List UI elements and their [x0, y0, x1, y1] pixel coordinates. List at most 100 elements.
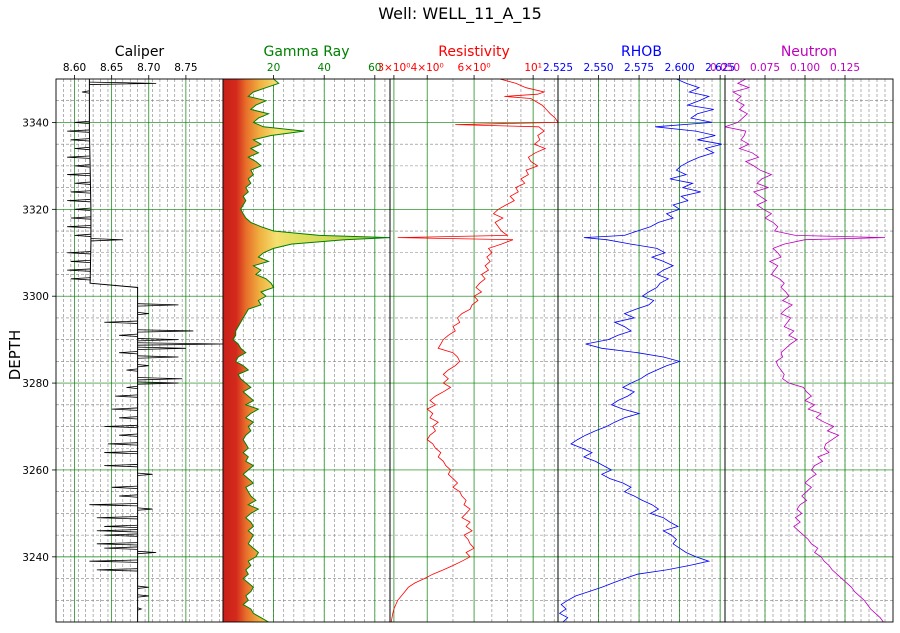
caliper-spike-44 [137, 472, 153, 476]
gamma-tick-label-0: 20 [267, 62, 280, 74]
caliper-minor-grid [56, 79, 223, 622]
gamma-series [223, 79, 390, 622]
caliper-spike-53 [96, 542, 138, 546]
depth-axis: 3240 3260 3280 3300 3320 3340 [22, 117, 56, 564]
caliper-spike-31 [137, 364, 149, 368]
caliper-spike-46 [119, 494, 138, 498]
caliper-spike-32 [126, 368, 138, 372]
caliper-spike-0 [89, 81, 157, 85]
depth-tick-label-2: 3280 [22, 378, 49, 390]
neutron-title: Neutron [781, 44, 837, 60]
caliper-spike-40 [119, 433, 138, 437]
neutron-tick-label-2: 0.100 [790, 62, 820, 74]
resistivity-tick-label-2: 6×10⁰ [458, 62, 491, 74]
track-neutron: 0.050 0.075 0.100 0.125 Neutron [710, 44, 894, 623]
neutron-series [725, 79, 886, 622]
caliper-spike-50 [104, 524, 138, 529]
neutron-x-ticks: 0.050 0.075 0.100 0.125 [710, 62, 860, 79]
caliper-spike-26 [137, 338, 179, 342]
caliper-spike-57 [96, 568, 138, 572]
caliper-spike-45 [111, 485, 138, 489]
caliper-spike-21 [137, 303, 179, 307]
depth-tick-label-0: 3240 [22, 552, 49, 564]
caliper-spike-6 [67, 155, 90, 159]
gamma-curve [232, 79, 390, 622]
caliper-spike-2 [74, 120, 90, 125]
caliper-spike-25 [119, 333, 138, 337]
caliper-spike-41 [107, 442, 138, 446]
caliper-spike-42 [104, 450, 138, 455]
caliper-spike-5 [74, 146, 90, 151]
caliper-spike-11 [67, 199, 91, 203]
caliper-curve [88, 79, 139, 622]
rhob-title: RHOB [621, 44, 662, 60]
caliper-tick-label-2: 8.70 [137, 62, 160, 74]
caliper-spike-20 [70, 277, 91, 281]
gamma-title: Gamma Ray [263, 44, 349, 60]
depth-tick-label-1: 3260 [22, 465, 49, 477]
rhob-tick-label-4: 2.625 [705, 62, 735, 74]
caliper-tick-label-0: 8.60 [63, 62, 86, 74]
caliper-spike-52 [104, 533, 138, 537]
resistivity-curve [390, 79, 558, 622]
caliper-spike-35 [126, 385, 138, 390]
caliper-spike-13 [70, 216, 91, 220]
caliper-spike-51 [96, 529, 138, 533]
resistivity-tick-label-1: 4×10⁰ [411, 62, 444, 74]
caliper-spike-8 [67, 172, 91, 177]
neutron-frame [724, 78, 894, 623]
rhob-frame [557, 78, 726, 623]
neutron-tick-label-3: 0.125 [830, 62, 860, 74]
rhob-tick-label-0: 2.525 [543, 62, 573, 74]
caliper-spike-4 [70, 138, 90, 142]
caliper-spike-48 [137, 507, 153, 511]
rhob-tick-label-1: 2.550 [584, 62, 614, 74]
rhob-x-ticks: 2.525 2.550 2.575 2.600 2.625 [543, 62, 735, 79]
caliper-spike-34 [137, 381, 179, 385]
neutron-curve [725, 79, 886, 622]
gamma-x-ticks: 20 40 60 [267, 62, 382, 79]
caliper-spike-27 [137, 342, 223, 346]
caliper-spike-37 [111, 407, 138, 411]
gamma-tick-label-2: 60 [368, 62, 381, 74]
rhob-tick-label-2: 2.575 [624, 62, 654, 74]
resistivity-series [390, 79, 558, 622]
caliper-series [67, 79, 223, 622]
caliper-spike-55 [137, 550, 157, 555]
rhob-tick-label-3: 2.600 [665, 62, 695, 74]
track-gamma: 20 40 60 Gamma Ray [222, 44, 391, 623]
caliper-spike-16 [90, 238, 123, 242]
caliper-spike-18 [70, 259, 91, 264]
caliper-tick-label-1: 8.65 [100, 62, 123, 74]
gamma-fill [223, 79, 390, 622]
caliper-spike-49 [96, 516, 138, 520]
caliper-spike-58 [137, 585, 149, 589]
tracks-group: 8.60 8.65 8.70 8.75 Caliper 20 40 60 Gamma Ray 3×… [55, 44, 894, 623]
caliper-spike-3 [67, 129, 90, 133]
caliper-spike-12 [74, 207, 91, 211]
caliper-spike-7 [74, 164, 90, 168]
caliper-spike-9 [74, 181, 91, 185]
resistivity-x-ticks: 3×10⁰ 4×10⁰ 6×10⁰ 10¹ [377, 62, 542, 79]
caliper-spike-10 [70, 190, 91, 194]
depth-tick-label-3: 3300 [22, 291, 49, 303]
caliper-spike-1 [81, 90, 90, 94]
caliper-spike-19 [67, 268, 91, 272]
gamma-tick-label-1: 40 [318, 62, 331, 74]
caliper-spike-54 [104, 546, 138, 550]
caliper-spike-17 [67, 251, 91, 255]
caliper-spike-56 [89, 559, 138, 563]
depth-tick-label-4: 3320 [22, 204, 49, 216]
track-caliper: 8.60 8.65 8.70 8.75 Caliper [55, 44, 224, 623]
caliper-spike-15 [74, 233, 91, 237]
caliper-major-grid [56, 79, 223, 622]
resistivity-tick-label-3: 10¹ [524, 62, 542, 74]
caliper-spike-14 [67, 225, 91, 229]
resistivity-title: Resistivity [438, 44, 510, 60]
rhob-series [558, 79, 722, 622]
caliper-spike-39 [104, 424, 138, 429]
rhob-minor-grid [558, 79, 725, 622]
caliper-spike-38 [119, 416, 138, 420]
